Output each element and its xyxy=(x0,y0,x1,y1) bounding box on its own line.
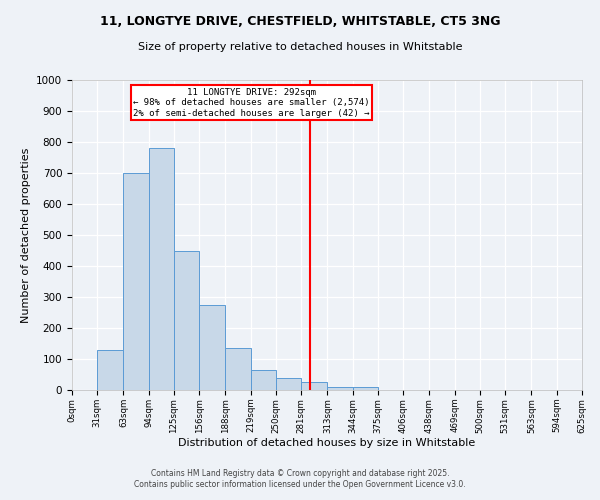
Bar xyxy=(328,387,353,390)
Text: Contains public sector information licensed under the Open Government Licence v3: Contains public sector information licen… xyxy=(134,480,466,489)
Y-axis label: Number of detached properties: Number of detached properties xyxy=(20,148,31,322)
Bar xyxy=(301,382,328,390)
Bar xyxy=(199,304,226,390)
X-axis label: Distribution of detached houses by size in Whitstable: Distribution of detached houses by size … xyxy=(178,438,476,448)
Bar xyxy=(226,348,251,390)
Bar xyxy=(174,250,199,390)
Text: Size of property relative to detached houses in Whitstable: Size of property relative to detached ho… xyxy=(138,42,462,52)
Bar xyxy=(97,350,124,390)
Bar xyxy=(124,173,149,390)
Bar xyxy=(353,387,378,390)
Text: Contains HM Land Registry data © Crown copyright and database right 2025.: Contains HM Land Registry data © Crown c… xyxy=(151,468,449,477)
Bar xyxy=(251,370,276,390)
Bar xyxy=(149,148,174,390)
Text: 11, LONGTYE DRIVE, CHESTFIELD, WHITSTABLE, CT5 3NG: 11, LONGTYE DRIVE, CHESTFIELD, WHITSTABL… xyxy=(100,15,500,28)
Bar xyxy=(276,378,301,390)
Text: 11 LONGTYE DRIVE: 292sqm
← 98% of detached houses are smaller (2,574)
2% of semi: 11 LONGTYE DRIVE: 292sqm ← 98% of detach… xyxy=(133,88,370,118)
